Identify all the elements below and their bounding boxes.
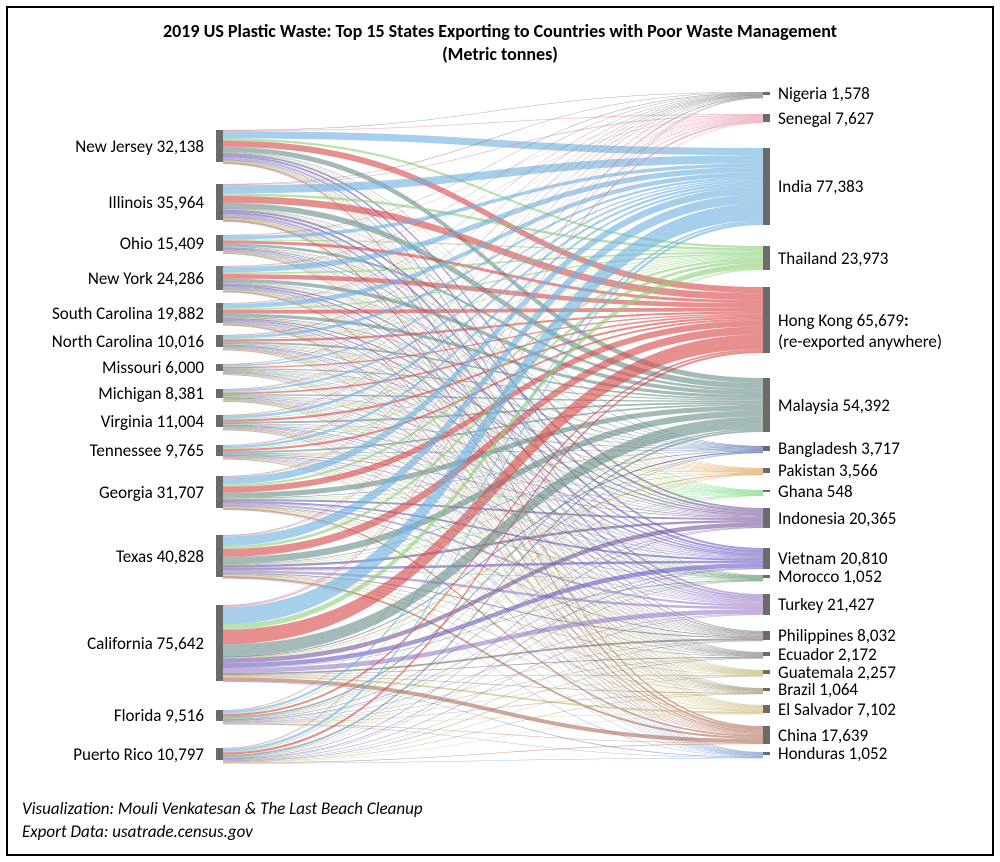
source-name: Michigan: [98, 383, 161, 404]
source-value: 10,016: [153, 331, 204, 352]
source-label: South Carolina 19,882: [52, 303, 204, 324]
source-label: Georgia 31,707: [99, 482, 204, 503]
target-value: 7,627: [831, 108, 874, 129]
source-label: Ohio 15,409: [120, 233, 204, 254]
source-label: Virginia 11,004: [101, 411, 204, 432]
source-name: South Carolina: [52, 303, 153, 324]
target-value: 1,064: [816, 679, 859, 700]
target-note2: (re-exported anywhere): [778, 331, 942, 352]
source-value: 15,409: [153, 233, 204, 254]
source-value: 9,765: [161, 440, 204, 461]
label-layer: New Jersey 32,138Illinois 35,964Ohio 15,…: [8, 8, 992, 854]
target-name: Brazil: [778, 679, 816, 700]
target-value: 548: [823, 481, 853, 502]
target-value: 7,102: [853, 699, 896, 720]
target-value: 1,578: [827, 83, 870, 104]
target-value: 65,679: [853, 310, 904, 331]
target-name: Malaysia: [778, 395, 839, 416]
target-name: Bangladesh: [778, 438, 857, 459]
target-name: El Salvador: [778, 699, 853, 720]
target-value: 1,052: [839, 566, 882, 587]
source-name: Tennessee: [90, 440, 162, 461]
target-value: 2,257: [853, 662, 896, 683]
source-value: 8,381: [161, 383, 204, 404]
target-name: Indonesia: [778, 508, 845, 529]
source-label: New York 24,286: [88, 268, 204, 289]
target-name: Ghana: [778, 481, 823, 502]
source-value: 75,642: [153, 633, 204, 654]
target-value: 3,566: [835, 460, 878, 481]
source-name: Illinois: [108, 192, 152, 213]
target-name: India: [778, 176, 812, 197]
source-value: 35,964: [153, 192, 204, 213]
source-name: Georgia: [99, 482, 153, 503]
source-label: New Jersey 32,138: [75, 136, 204, 157]
target-value: 23,973: [837, 248, 888, 269]
target-value: 1,052: [845, 743, 888, 764]
credit-line-2: Export Data: usatrade.census.gov: [22, 821, 253, 842]
source-label: California 75,642: [87, 633, 204, 654]
target-label: Honduras 1,052: [778, 743, 887, 764]
source-name: New Jersey: [75, 136, 153, 157]
target-label: Bangladesh 3,717: [778, 438, 900, 459]
source-name: Missouri: [102, 357, 161, 378]
source-name: Florida: [114, 705, 162, 726]
source-value: 40,828: [153, 546, 204, 567]
source-label: Missouri 6,000: [102, 357, 204, 378]
source-name: North Carolina: [52, 331, 153, 352]
source-name: New York: [88, 268, 153, 289]
target-name: Hong Kong: [778, 310, 853, 331]
source-name: Texas: [116, 546, 153, 567]
source-value: 19,882: [153, 303, 204, 324]
source-value: 11,004: [153, 411, 204, 432]
target-label: Indonesia 20,365: [778, 508, 896, 529]
source-name: Ohio: [120, 233, 153, 254]
target-name: Nigeria: [778, 83, 827, 104]
source-value: 32,138: [153, 136, 204, 157]
chart-frame: 2019 US Plastic Waste: Top 15 States Exp…: [6, 6, 994, 856]
source-name: Puerto Rico: [73, 744, 153, 765]
source-value: 6,000: [161, 357, 204, 378]
target-value: 21,427: [823, 594, 874, 615]
target-name: Thailand: [778, 248, 837, 269]
target-label: Hong Kong 65,679:: [778, 310, 909, 331]
target-label: Brazil 1,064: [778, 679, 858, 700]
source-label: Michigan 8,381: [98, 383, 204, 404]
target-label: Ghana 548: [778, 481, 853, 502]
target-note: :: [904, 310, 909, 331]
target-label: Pakistan 3,566: [778, 460, 878, 481]
target-name: Turkey: [778, 594, 823, 615]
target-label: Senegal 7,627: [778, 108, 874, 129]
source-name: California: [87, 633, 153, 654]
target-label: India 77,383: [778, 176, 863, 197]
target-name: Morocco: [778, 566, 839, 587]
source-label: Tennessee 9,765: [90, 440, 204, 461]
credits: Visualization: Mouli Venkatesan & The La…: [22, 798, 423, 844]
source-name: Virginia: [101, 411, 153, 432]
target-value: 54,392: [839, 395, 890, 416]
source-value: 10,797: [153, 744, 204, 765]
source-value: 24,286: [153, 268, 204, 289]
source-value: 31,707: [153, 482, 204, 503]
target-value: 77,383: [812, 176, 863, 197]
target-name: Pakistan: [778, 460, 835, 481]
source-label: Florida 9,516: [114, 705, 204, 726]
target-value: 3,717: [857, 438, 900, 459]
source-label: Illinois 35,964: [108, 192, 204, 213]
credit-line-1: Visualization: Mouli Venkatesan & The La…: [22, 798, 423, 819]
target-label: El Salvador 7,102: [778, 699, 896, 720]
target-label: Nigeria 1,578: [778, 83, 870, 104]
target-label: Thailand 23,973: [778, 248, 888, 269]
target-label: Turkey 21,427: [778, 594, 875, 615]
target-name: Honduras: [778, 743, 845, 764]
source-label: Puerto Rico 10,797: [73, 744, 204, 765]
source-label: North Carolina 10,016: [52, 331, 204, 352]
target-value: 20,365: [845, 508, 896, 529]
target-label: Morocco 1,052: [778, 566, 882, 587]
target-label: Malaysia 54,392: [778, 395, 890, 416]
source-value: 9,516: [161, 705, 204, 726]
target-name: Senegal: [778, 108, 831, 129]
source-label: Texas 40,828: [116, 546, 204, 567]
